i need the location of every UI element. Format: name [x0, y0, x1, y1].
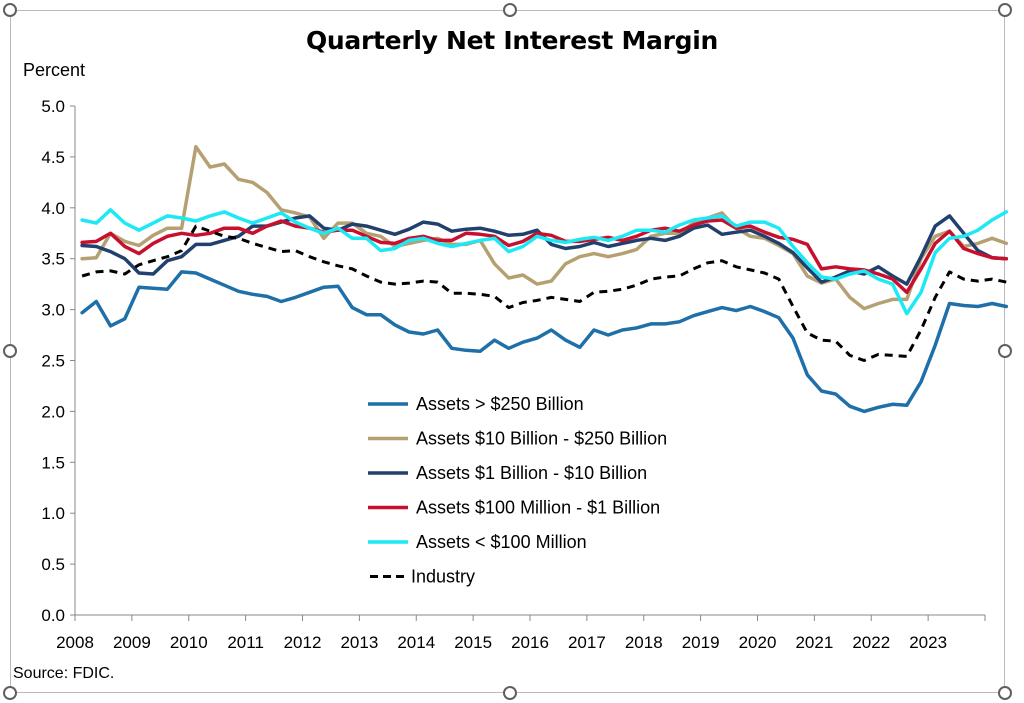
resize-handle-middle-right[interactable]: [998, 344, 1012, 358]
x-tick-label: 2014: [397, 633, 435, 652]
resize-handle-top-center[interactable]: [503, 3, 517, 17]
y-axis-unit-label: Percent: [23, 60, 86, 80]
x-tick-label: 2008: [56, 633, 94, 652]
legend-box: [358, 386, 738, 590]
resize-handle-bottom-center[interactable]: [503, 686, 517, 700]
x-tick-label: 2017: [568, 633, 606, 652]
x-tick-label: 2009: [113, 633, 151, 652]
series-line-3: [80, 218, 1009, 295]
legend-label: Assets > $250 Billion: [416, 394, 584, 414]
x-tick-label: 2023: [909, 633, 947, 652]
series-line-5: [81, 224, 1007, 362]
axes: 0.0 0.5 1.0 1.5 2.0 2.5 3.0 3.5 4.0 4.5 5.0 2008 200…: [41, 97, 986, 652]
y-tick-label: 2.5: [41, 352, 65, 371]
legend-label: Assets $10 Billion - $250 Billion: [416, 429, 667, 449]
y-tick-label: 3.0: [41, 301, 65, 320]
x-tick-label: 2018: [625, 633, 663, 652]
x-tick-label: 2010: [170, 633, 208, 652]
y-tick-label: 0.0: [41, 606, 65, 625]
resize-handle-top-right[interactable]: [998, 3, 1012, 17]
legend-label: Assets $1 Billion - $10 Billion: [416, 463, 647, 483]
x-tick-label: 2015: [454, 633, 492, 652]
series-line-0: [80, 270, 1009, 414]
resize-handle-bottom-left[interactable]: [3, 686, 17, 700]
y-tick-label: 3.5: [41, 250, 65, 269]
x-tick-label: 2012: [284, 633, 322, 652]
legend-label: Industry: [411, 567, 475, 587]
x-tick-label: 2022: [852, 633, 890, 652]
x-tick-label: 2016: [511, 633, 549, 652]
series-line-4: [80, 208, 1009, 316]
y-tick-label: 4.5: [41, 148, 65, 167]
legend: Assets > $250 Billion Assets $10 Billion …: [358, 386, 738, 590]
x-tick-label: 2020: [739, 633, 777, 652]
y-tick-label: 2.0: [41, 402, 65, 421]
source-note: Source: FDIC.: [13, 665, 115, 682]
chart-title: Quarterly Net Interest Margin: [305, 26, 719, 55]
y-tick-label: 0.5: [41, 555, 65, 574]
x-tick-label: 2011: [227, 633, 264, 652]
resize-handle-middle-left[interactable]: [3, 344, 17, 358]
y-tick-label: 4.0: [41, 199, 65, 218]
y-tick-label: 1.0: [41, 504, 65, 523]
y-tick-label: 5.0: [41, 97, 65, 116]
series-lines: [80, 144, 1009, 414]
legend-label: Assets < $100 Million: [416, 532, 587, 552]
resize-handle-top-left[interactable]: [3, 3, 17, 17]
x-tick-label: 2019: [682, 633, 720, 652]
series-line-1: [80, 144, 1009, 311]
x-tick-label: 2013: [340, 633, 378, 652]
y-tick-label: 1.5: [41, 453, 65, 472]
x-tick-label: 2021: [795, 633, 833, 652]
legend-label: Assets $100 Million - $1 Billion: [416, 498, 660, 518]
resize-handle-bottom-right[interactable]: [998, 686, 1012, 700]
